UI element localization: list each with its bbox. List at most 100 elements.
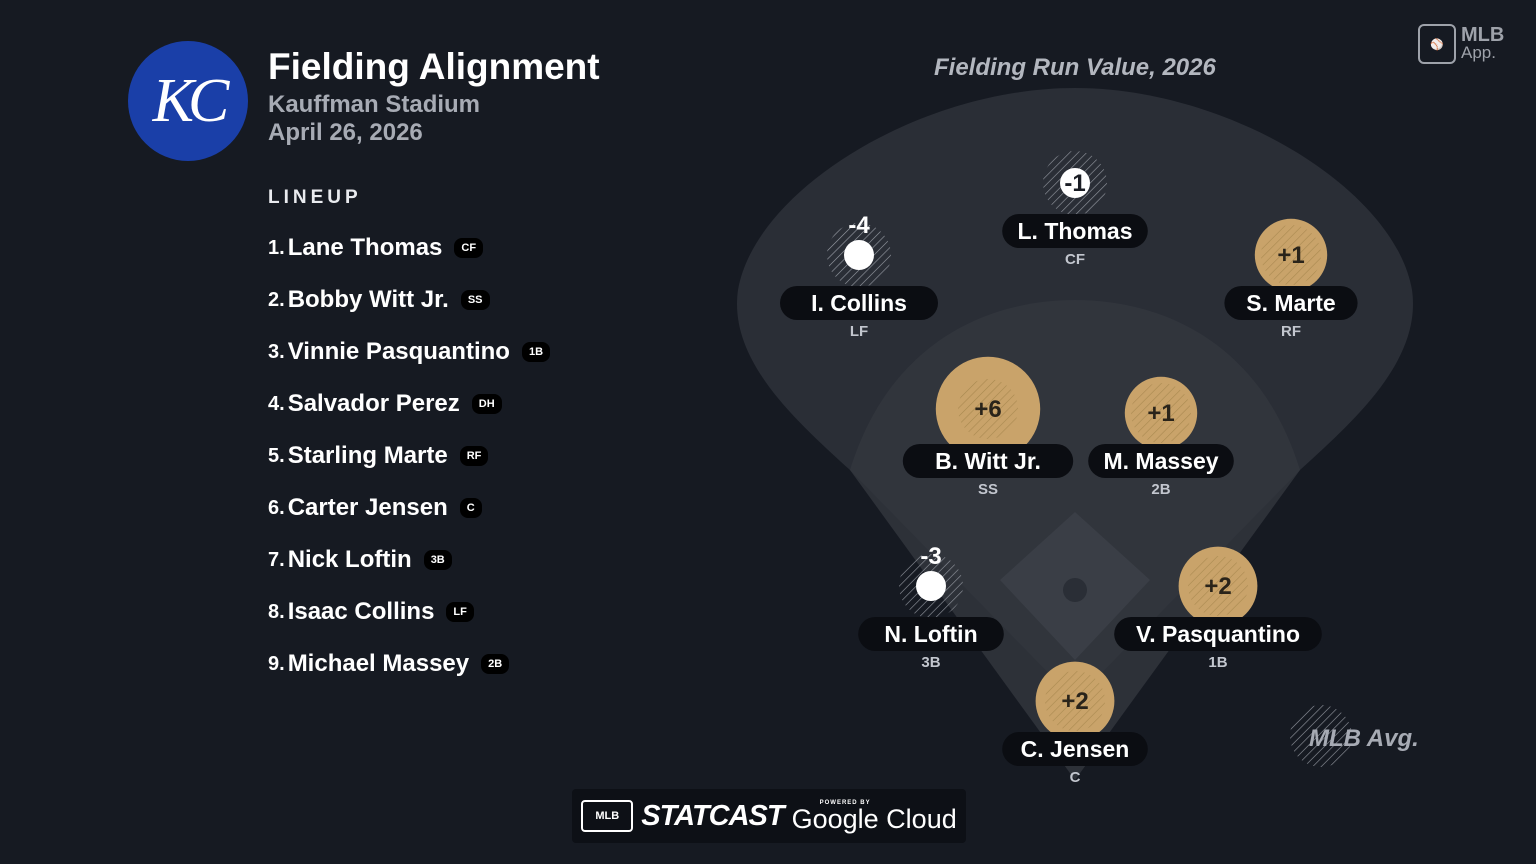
fielder-name: M. Massey bbox=[1103, 448, 1218, 474]
lineup-player-name: Isaac Collins bbox=[287, 598, 435, 625]
lineup-row: 6. Carter Jensen C bbox=[268, 482, 550, 534]
fielder-value-circle bbox=[844, 240, 874, 270]
fielder-marker: -1 L. Thomas CF bbox=[1002, 151, 1148, 268]
lineup-number: 2. bbox=[268, 288, 285, 311]
fielder-position: C bbox=[1070, 769, 1081, 786]
field-title: Fielding Run Value, 2026 bbox=[934, 54, 1216, 81]
fielder-position: SS bbox=[978, 481, 998, 498]
lineup-row: 8. Isaac Collins LF bbox=[268, 586, 550, 638]
fielder-value: +6 bbox=[974, 396, 1001, 423]
mlb-avg-ring bbox=[1045, 671, 1105, 731]
fielder-position: 1B bbox=[1208, 654, 1227, 671]
fielder-value: -1 bbox=[1064, 170, 1085, 197]
lineup-row: 7. Nick Loftin 3B bbox=[268, 534, 550, 586]
fielder-value: +1 bbox=[1277, 242, 1304, 269]
lineup-player-name: Salvador Perez bbox=[287, 390, 460, 417]
fielder-value-circle bbox=[1060, 168, 1090, 198]
lineup-player-name: Starling Marte bbox=[287, 442, 448, 469]
fielder-name: V. Pasquantino bbox=[1136, 621, 1300, 647]
fielder-position: LF bbox=[850, 323, 868, 340]
pitchers-mound bbox=[1063, 578, 1087, 602]
google-cloud-wordmark: Google Cloud bbox=[791, 803, 957, 834]
fielder-label-pill bbox=[1002, 214, 1148, 248]
lineup-row: 4. Salvador Perez DH bbox=[268, 378, 550, 430]
lineup-position-badge: C bbox=[459, 498, 482, 518]
lineup-number: 5. bbox=[268, 444, 285, 467]
lineup-position-badge: 3B bbox=[423, 550, 452, 570]
lineup-row: 3. Vinnie Pasquantino 1B bbox=[268, 326, 551, 378]
lineup-number: 9. bbox=[268, 652, 285, 675]
fielder-value-circle bbox=[916, 571, 946, 601]
fielder-name: L. Thomas bbox=[1017, 218, 1132, 244]
fielder-position: 3B bbox=[921, 654, 940, 671]
venue-name: Kauffman Stadium bbox=[268, 91, 481, 118]
fielder-name: N. Loftin bbox=[884, 621, 977, 647]
fielder-value: +2 bbox=[1061, 688, 1088, 715]
mlb-logo-icon: MLB bbox=[581, 800, 634, 832]
lineup-list: 1. Lane Thomas CF 2. Bobby Witt Jr. SS 3. Vinni… bbox=[268, 222, 551, 690]
fielder-marker: +2 V. Pasquantino 1B bbox=[1114, 546, 1322, 671]
lineup-position-badge: DH bbox=[471, 394, 502, 414]
fielder-position: RF bbox=[1281, 323, 1301, 340]
fielder-marker: +1 S. Marte RF bbox=[1224, 218, 1358, 340]
lineup-heading: LINEUP bbox=[268, 187, 362, 208]
fielder-marker: -3 N. Loftin 3B bbox=[858, 543, 1004, 671]
lineup-player-name: Vinnie Pasquantino bbox=[287, 338, 510, 365]
lineup-position-badge: CF bbox=[454, 238, 484, 258]
powered-by-label: POWERED BY bbox=[819, 799, 871, 806]
lineup-position-badge: 2B bbox=[481, 654, 510, 674]
lineup-player-name: Bobby Witt Jr. bbox=[287, 286, 449, 313]
fielder-marker: +2 C. Jensen C bbox=[1002, 661, 1148, 786]
fielder-label-pill bbox=[1002, 732, 1148, 766]
statcast-wordmark: STATCAST bbox=[641, 799, 784, 832]
fielder-label-pill bbox=[1224, 286, 1358, 320]
lineup-row: 5. Starling Marte RF bbox=[268, 430, 550, 482]
team-logo-text: KC bbox=[152, 66, 230, 135]
lineup-position-badge: SS bbox=[460, 290, 490, 310]
lineup-row: 9. Michael Massey 2B bbox=[268, 638, 550, 690]
fielder-marker: +1 M. Massey 2B bbox=[1088, 376, 1234, 498]
lineup-position-badge: 1B bbox=[521, 342, 551, 362]
lineup-number: 4. bbox=[268, 392, 285, 415]
fielder-position: 2B bbox=[1151, 481, 1170, 498]
game-date: April 26, 2026 bbox=[268, 119, 423, 146]
lineup-number: 6. bbox=[268, 496, 285, 519]
fielder-label-pill bbox=[902, 444, 1074, 478]
mlb-app-icon: ⚾ bbox=[1418, 24, 1456, 64]
lineup-number: 7. bbox=[268, 548, 285, 571]
page-title: Fielding Alignment bbox=[268, 46, 600, 87]
fielder-marker: +6 B. Witt Jr. SS bbox=[902, 356, 1074, 498]
lineup-position-badge: RF bbox=[459, 446, 489, 466]
lineup-number: 1. bbox=[268, 236, 285, 259]
fielder-label-pill bbox=[1088, 444, 1234, 478]
fielder-name: B. Witt Jr. bbox=[935, 448, 1041, 474]
lineup-row: 2. Bobby Witt Jr. SS bbox=[268, 274, 550, 326]
lineup-player-name: Carter Jensen bbox=[287, 494, 448, 521]
mlb-avg-ring bbox=[1131, 383, 1191, 443]
fielder-name: I. Collins bbox=[811, 290, 907, 316]
fielder-name: S. Marte bbox=[1246, 290, 1335, 316]
mlb-app-badge: ⚾ MLB App. bbox=[1418, 24, 1504, 64]
lineup-position-badge: LF bbox=[446, 602, 474, 622]
fielder-label-pill bbox=[780, 286, 938, 320]
fielder-value: -4 bbox=[848, 212, 870, 239]
fielder-marker: -4 I. Collins LF bbox=[780, 212, 938, 340]
mlb-avg-ring bbox=[1261, 225, 1321, 285]
fielder-name: C. Jensen bbox=[1021, 736, 1130, 762]
lineup-number: 8. bbox=[268, 600, 285, 623]
fielder-value: +2 bbox=[1204, 573, 1231, 600]
mlb-avg-ring bbox=[958, 379, 1018, 439]
fielder-value: -3 bbox=[920, 543, 941, 570]
lineup-player-name: Lane Thomas bbox=[287, 234, 443, 261]
team-logo: KC bbox=[128, 41, 248, 161]
mlb-app-line1: MLB bbox=[1461, 24, 1505, 46]
mlb-avg-legend-icon bbox=[1290, 705, 1352, 767]
mlb-avg-legend-label: MLB Avg. bbox=[1309, 725, 1419, 752]
mlb-app-line2: App. bbox=[1461, 43, 1496, 62]
lineup-number: 3. bbox=[268, 340, 285, 363]
lineup-player-name: Nick Loftin bbox=[287, 546, 412, 573]
lineup-row: 1. Lane Thomas CF bbox=[268, 222, 550, 274]
fielder-value: +1 bbox=[1147, 400, 1174, 427]
fielder-position: CF bbox=[1065, 251, 1085, 268]
